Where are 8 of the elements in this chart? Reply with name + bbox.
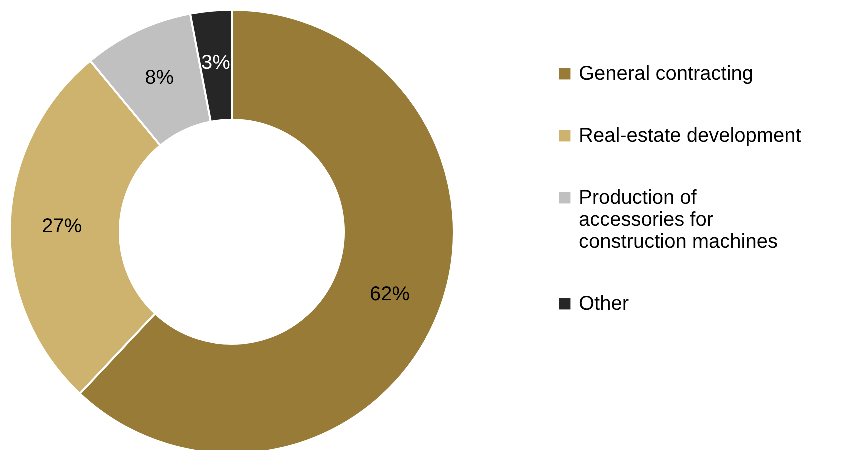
data-label: 27% xyxy=(42,216,82,238)
data-label: 8% xyxy=(145,67,174,90)
data-label: 62% xyxy=(370,284,410,306)
legend-label: General contracting xyxy=(579,63,754,85)
legend-label: Production of accessories for construction machines xyxy=(579,187,778,253)
legend-label: Other xyxy=(579,293,630,315)
legend-label: Real-estate development xyxy=(579,125,802,147)
data-label: 3% xyxy=(202,52,231,74)
